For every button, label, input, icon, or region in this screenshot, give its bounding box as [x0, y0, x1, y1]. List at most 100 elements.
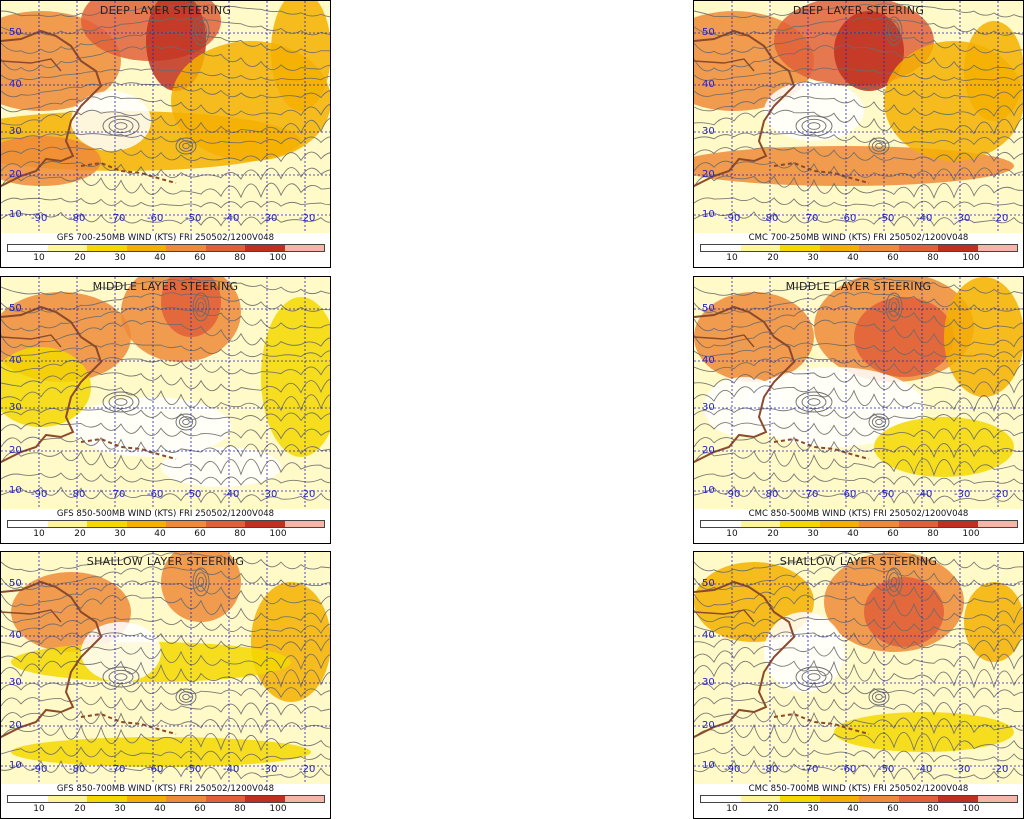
lat-label: 20	[702, 720, 715, 731]
streamline	[1, 278, 330, 295]
coastline	[1, 580, 103, 738]
circulation	[178, 140, 194, 152]
wind-shade	[11, 737, 311, 767]
streamline	[694, 342, 1023, 359]
scale-tick: 80	[927, 529, 939, 539]
scale-tick: 30	[807, 804, 819, 814]
circulation	[875, 418, 883, 426]
lat-label: 40	[702, 355, 715, 366]
lon-label: -50	[185, 213, 202, 224]
lat-label: 10	[9, 209, 22, 220]
circulation	[875, 142, 883, 150]
streamline	[1, 682, 330, 699]
circulation	[175, 137, 197, 155]
circulation	[890, 25, 898, 37]
streamline	[1, 132, 330, 145]
scale-swatch	[245, 796, 285, 802]
lon-label: -70	[109, 213, 126, 224]
circulation	[871, 416, 887, 428]
scale-swatch	[87, 521, 127, 527]
scale-swatch	[126, 245, 166, 251]
streamline	[694, 745, 1023, 763]
streamline	[1, 357, 330, 376]
circulation	[102, 391, 140, 413]
scale-swatch	[126, 796, 166, 802]
lon-label: -90	[31, 764, 48, 775]
borders	[694, 58, 755, 72]
streamline	[694, 3, 1023, 18]
scale-tick: 100	[269, 804, 287, 814]
circulation	[868, 413, 890, 431]
borders	[1, 334, 62, 348]
lon-label: -70	[109, 489, 126, 500]
lat-label: 30	[702, 402, 715, 413]
streamline	[1, 343, 330, 358]
steering-map	[1, 1, 330, 233]
wind-shade	[71, 91, 151, 151]
wind-shade	[271, 1, 330, 111]
steering-map	[694, 552, 1023, 784]
map-canvas	[1, 277, 330, 509]
circulation	[108, 118, 134, 134]
streamline	[694, 278, 1023, 296]
map-canvas	[1, 552, 330, 784]
scale-tick: 20	[74, 529, 86, 539]
lon-label: -90	[724, 764, 741, 775]
circulation	[108, 669, 134, 685]
circulation	[195, 21, 207, 41]
lon-label: -70	[802, 213, 819, 224]
scale-tick: 80	[927, 804, 939, 814]
panel-cmc-middle: MIDDLE LAYER STEERING 50 40 30 20 10 -90…	[693, 276, 1024, 544]
lon-label: -90	[724, 489, 741, 500]
lon-label: -20	[992, 764, 1009, 775]
streamline	[694, 356, 1023, 377]
scale-swatch	[780, 521, 820, 527]
wind-shade	[694, 292, 814, 382]
scale-swatch	[166, 245, 206, 251]
panel-cmc-shallow: SHALLOW LAYER STEERING 50 40 30 20 10 -9…	[693, 551, 1024, 819]
scale-swatch	[205, 796, 245, 802]
scale-swatch	[701, 796, 741, 802]
scale-swatch	[938, 796, 978, 802]
circulation	[890, 576, 898, 588]
circulation	[197, 576, 205, 588]
caribbean-islands	[773, 437, 870, 460]
scale-tick: 40	[154, 253, 166, 263]
lon-label: -40	[916, 213, 933, 224]
borders	[1, 58, 62, 72]
streamline	[1, 486, 330, 504]
streamline	[1, 660, 330, 688]
streamline	[694, 631, 1023, 653]
scale-swatch	[284, 796, 324, 802]
color-scale	[700, 244, 1018, 252]
circulation	[178, 416, 194, 428]
scale-swatch	[701, 521, 741, 527]
streamline	[694, 407, 1023, 423]
scale-swatch	[284, 521, 324, 527]
scale-tick: 80	[234, 253, 246, 263]
streamline	[1, 745, 330, 762]
coastline	[1, 305, 103, 463]
streamline	[694, 659, 1023, 689]
streamline	[1, 292, 330, 314]
circulation	[178, 691, 194, 703]
streamline	[1, 82, 330, 99]
streamline	[694, 371, 1023, 395]
lon-label: -90	[31, 489, 48, 500]
panel-cmc-deep: DEEP LAYER STEERING 50 40 30 20 10 -90 -…	[693, 0, 1024, 268]
panel-gfs-shallow: SHALLOW LAYER STEERING 50 40 30 20 10 -9…	[0, 551, 331, 819]
panel-caption: GFS 850-500MB WIND (KTS) FRI 250502/1200…	[56, 509, 275, 519]
scale-swatch	[8, 796, 48, 802]
scale-tick: 40	[847, 804, 859, 814]
scale-swatch	[780, 245, 820, 251]
wind-shade	[261, 297, 330, 457]
scale-tick: 80	[927, 253, 939, 263]
streamline	[694, 31, 1023, 55]
scale-swatch	[977, 245, 1017, 251]
scale-swatch	[938, 521, 978, 527]
panel-title: DEEP LAYER STEERING	[99, 4, 232, 17]
coastline	[1, 29, 103, 187]
circulation	[888, 297, 900, 317]
streamline	[1, 197, 330, 209]
scale-swatch	[859, 796, 899, 802]
